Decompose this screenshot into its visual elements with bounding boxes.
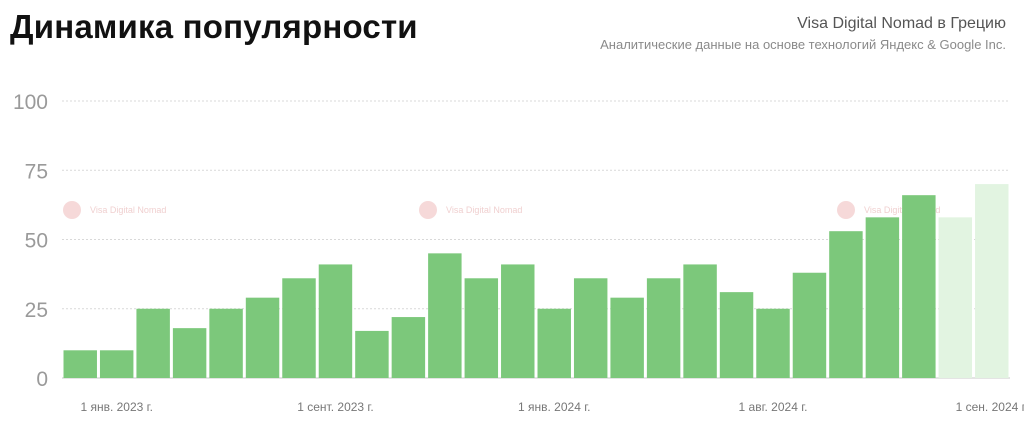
forecast-bar: [975, 184, 1009, 378]
y-tick-label: 0: [36, 368, 48, 391]
bar: [865, 217, 900, 378]
bar: [428, 253, 462, 378]
bar: [209, 308, 243, 378]
bar: [318, 264, 353, 378]
x-axis-ticks: 1 янв. 2023 г. 1 сент. 2023 г. 1 янв. 2024…: [80, 400, 1024, 414]
logo-icon: [419, 201, 437, 219]
logo-icon: [63, 201, 81, 219]
bar: [355, 330, 389, 378]
x-tick-label: 1 янв. 2024 г.: [518, 400, 590, 414]
bar: [610, 297, 644, 378]
bar: [683, 264, 717, 378]
x-tick-label: 1 сен. 2024 г.: [956, 400, 1024, 414]
watermark: Visa Digital Nomad: [63, 201, 166, 219]
bar: [99, 350, 134, 378]
y-tick-label: 50: [25, 230, 48, 253]
logo-icon: [837, 201, 855, 219]
chart-subtitle: Visa Digital Nomad в Грецию: [797, 15, 1006, 32]
y-tick-label: 75: [25, 160, 48, 183]
bar: [136, 308, 170, 378]
bar: [172, 328, 207, 378]
bar: [391, 317, 426, 378]
bar: [792, 272, 827, 378]
bar: [63, 350, 97, 378]
y-axis-ticks: 0 25 50 75 100: [13, 91, 48, 391]
watermark-text: Visa Digital Nomad: [446, 205, 522, 215]
y-tick-label: 100: [13, 91, 48, 114]
bar: [646, 278, 681, 378]
bar: [829, 231, 863, 378]
x-tick-label: 1 сент. 2023 г.: [297, 400, 373, 414]
bar: [573, 278, 608, 378]
bar: [756, 308, 790, 378]
y-tick-label: 25: [25, 299, 48, 322]
bar: [902, 195, 936, 378]
forecast-bar: [938, 217, 973, 378]
bar: [245, 297, 280, 378]
watermark: Visa Digital Nomad: [419, 201, 522, 219]
x-tick-label: 1 янв. 2023 г.: [80, 400, 152, 414]
watermarks: Visa Digital Nomad Visa Digital Nomad Visa…: [63, 201, 940, 219]
bar: [719, 292, 754, 378]
bars: [63, 184, 1009, 378]
bar: [464, 278, 499, 378]
bar: [501, 264, 535, 378]
chart-title: Динамика популярности: [10, 8, 418, 45]
header-info: Visa Digital Nomad в Грецию Аналитически…: [600, 14, 1006, 54]
data-source-note: Аналитические данные на основе технологи…: [600, 37, 1006, 52]
x-tick-label: 1 авг. 2024 г.: [739, 400, 808, 414]
watermark-text: Visa Digital Nomad: [90, 205, 166, 215]
bar: [282, 278, 316, 378]
bar: [537, 308, 571, 378]
